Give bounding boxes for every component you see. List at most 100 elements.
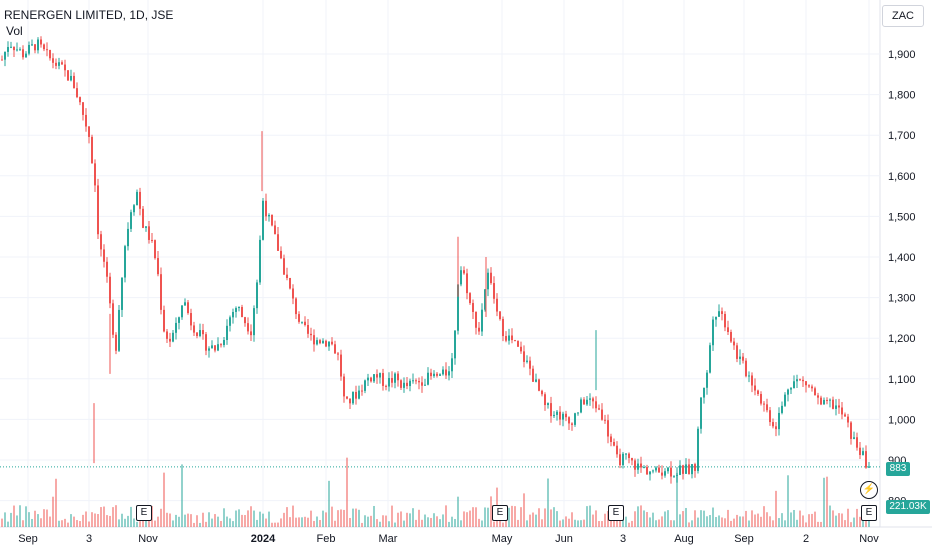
candle-body	[406, 382, 408, 387]
candle-body	[595, 401, 597, 409]
volume-bar	[1, 518, 3, 527]
volume-bar	[352, 508, 354, 527]
candle-body	[826, 399, 828, 401]
candle-body	[421, 382, 423, 386]
volume-bar	[112, 507, 114, 527]
volume-bar	[376, 519, 378, 527]
volume-bar	[142, 520, 144, 527]
candle-body	[703, 387, 705, 398]
volume-bar	[502, 522, 504, 527]
x-tick-label: 3	[86, 533, 92, 545]
candle-body	[463, 270, 465, 274]
candle-body	[343, 376, 345, 397]
volume-bar	[16, 515, 18, 527]
earnings-marker[interactable]: E	[136, 505, 152, 521]
candle-body	[136, 191, 138, 206]
candle-body	[550, 403, 552, 417]
candle-body	[682, 465, 684, 474]
candle-body	[766, 404, 768, 411]
candle-body	[178, 317, 180, 323]
volume-bar	[247, 510, 249, 527]
candle-body	[346, 396, 348, 399]
volume-bar	[565, 516, 567, 527]
candle-body	[118, 309, 120, 351]
candle-body	[850, 422, 852, 439]
volume-bar	[151, 505, 153, 527]
candle-body	[466, 273, 468, 294]
volume-bar	[148, 518, 150, 527]
volume-bar	[718, 515, 720, 527]
candle-body	[274, 225, 276, 235]
candle-body	[130, 212, 132, 229]
candle-body	[133, 205, 135, 213]
candle-body	[94, 163, 96, 186]
earnings-marker[interactable]: E	[861, 505, 877, 521]
candle-body	[448, 371, 450, 376]
volume-bar	[811, 513, 813, 527]
volume-bar	[850, 522, 852, 527]
candle-body	[613, 441, 615, 446]
volume-bar	[130, 506, 132, 527]
volume-bar	[325, 512, 327, 527]
candle-body	[868, 466, 870, 468]
volume-bar	[205, 521, 207, 527]
x-tick-label: Mar	[379, 533, 398, 545]
volume-bar	[256, 519, 258, 527]
volume-bar	[424, 514, 426, 527]
volume-bar	[187, 513, 189, 527]
x-tick-label: Jun	[555, 533, 573, 545]
candle-body	[457, 284, 459, 331]
bolt-icon[interactable]: ⚡	[860, 481, 878, 499]
earnings-marker[interactable]: E	[492, 505, 508, 521]
volume-bar	[745, 510, 747, 527]
candle-body	[511, 335, 513, 341]
volume-bar	[484, 507, 486, 527]
currency-button[interactable]: ZAC	[882, 5, 924, 27]
candle-body	[205, 334, 207, 351]
candle-body	[115, 334, 117, 351]
volume-bar	[436, 516, 438, 527]
volume-bar	[88, 521, 90, 527]
candle-body	[208, 348, 210, 351]
volume-bar	[457, 496, 459, 527]
volume-bar	[397, 512, 399, 527]
earnings-marker[interactable]: E	[608, 505, 624, 521]
volume-bar	[37, 514, 39, 527]
volume-bar	[832, 510, 834, 527]
volume-bar	[589, 505, 591, 527]
candle-body	[16, 49, 18, 51]
volume-bar	[238, 509, 240, 527]
candle-body	[49, 49, 51, 59]
volume-bar	[739, 516, 741, 527]
volume-bar	[523, 493, 525, 527]
candle-body	[553, 414, 555, 417]
volume-bar	[394, 522, 396, 527]
candle-body	[481, 309, 483, 332]
candle-body	[259, 239, 261, 283]
volume-bar	[118, 519, 120, 527]
volume-bar	[583, 519, 585, 527]
volume-bar	[286, 507, 288, 527]
volume-bar	[265, 518, 267, 527]
volume-bar	[283, 512, 285, 527]
candle-body	[166, 331, 168, 339]
candle-body	[832, 399, 834, 409]
volume-bar	[769, 516, 771, 527]
volume-bar	[391, 505, 393, 527]
volume-bar	[721, 517, 723, 527]
volume-bar	[493, 521, 495, 527]
volume-bar	[361, 522, 363, 527]
candle-body	[691, 464, 693, 475]
volume-bar	[289, 517, 291, 527]
volume-bar	[331, 506, 333, 527]
y-tick-label: 1,600	[888, 171, 916, 183]
candle-body	[271, 214, 273, 226]
volume-bar	[772, 520, 774, 527]
candle-body	[697, 428, 699, 471]
candle-body	[505, 336, 507, 341]
candle-body	[589, 398, 591, 400]
candle-body	[361, 390, 363, 392]
candle-body	[508, 335, 510, 341]
candle-body	[625, 453, 627, 455]
